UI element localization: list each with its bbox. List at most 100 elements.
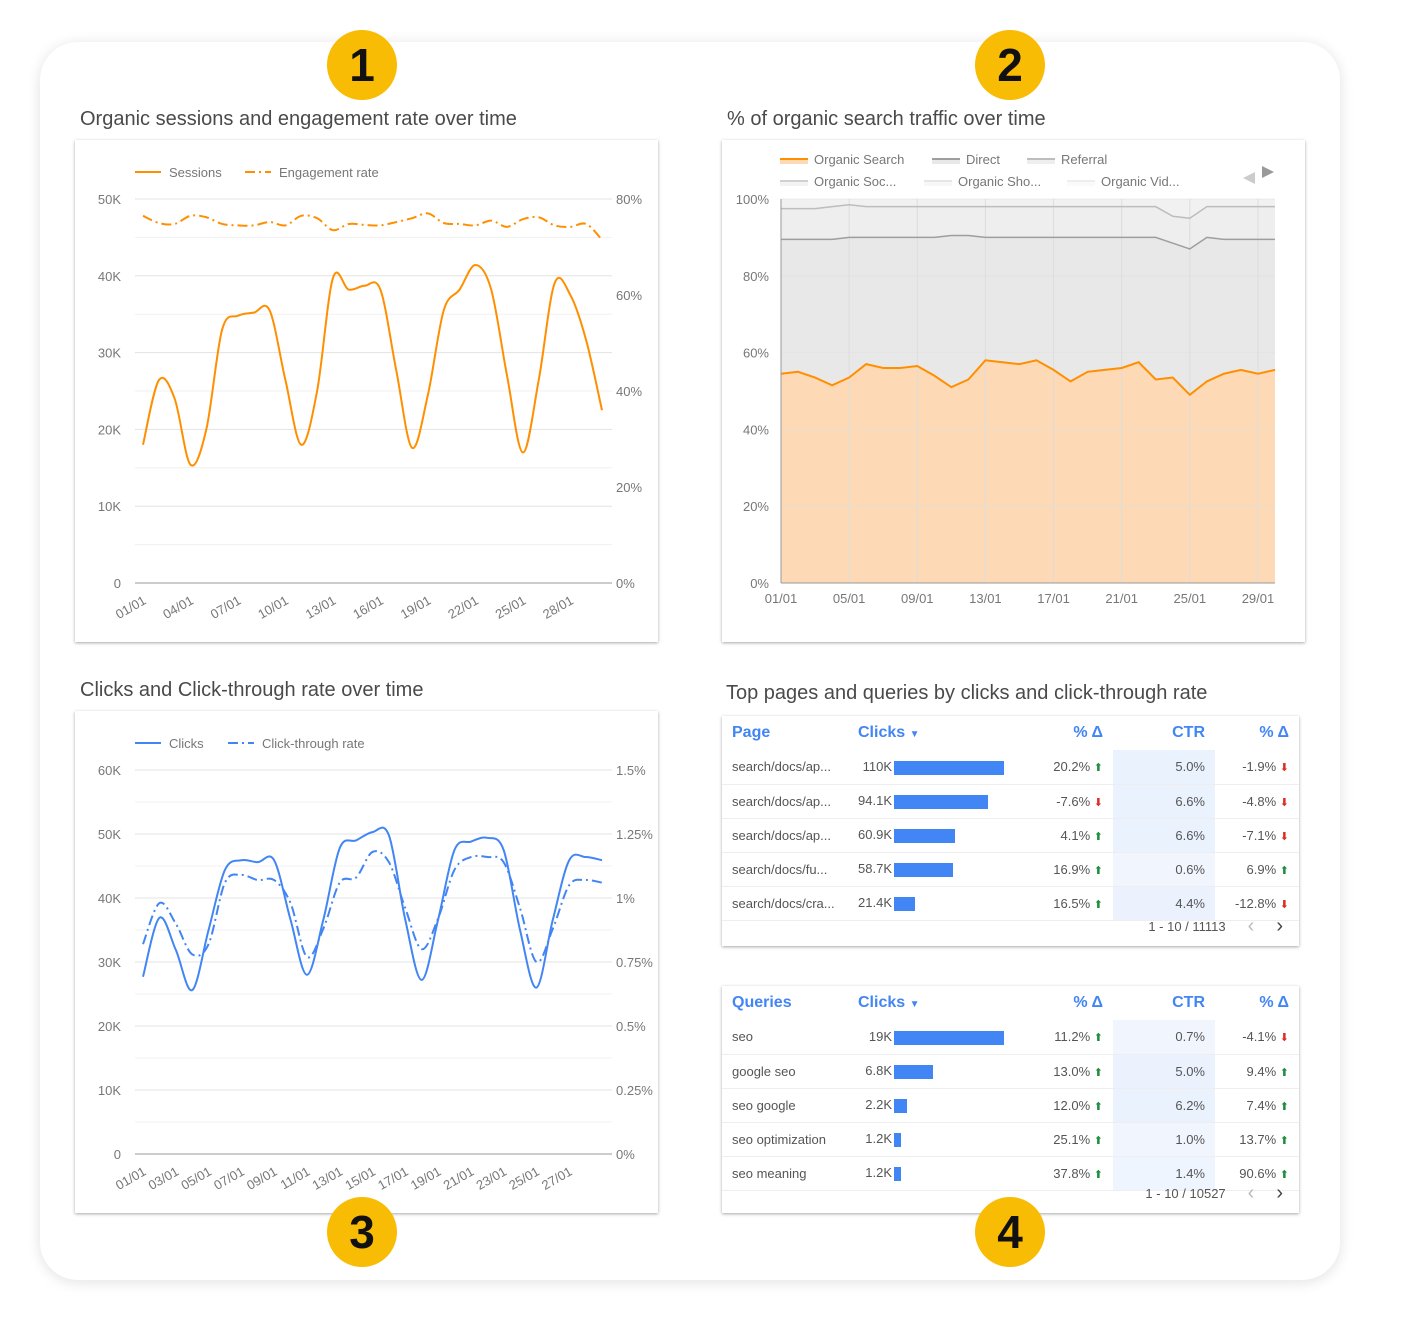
- clicks-bar: [894, 1064, 933, 1079]
- x-tick-label: 19/01: [408, 1164, 444, 1193]
- legend-label: Organic Soc...: [814, 174, 896, 189]
- clicks-bar: [894, 896, 915, 911]
- x-tick-label: 09/01: [901, 591, 934, 606]
- table-row[interactable]: search/docs/fu... 58.7K 16.9% ⬆ 0.6% 6.9…: [722, 852, 1299, 887]
- table-row[interactable]: google seo 6.8K 13.0% ⬆ 5.0% 9.4% ⬆: [722, 1054, 1299, 1089]
- column-header-ctr[interactable]: CTR: [1172, 994, 1205, 1011]
- x-tick-label: 15/01: [342, 1164, 378, 1193]
- arrow-up-icon: ⬆: [1279, 1066, 1289, 1079]
- legend-label: Organic Vid...: [1101, 174, 1180, 189]
- arrow-up-icon: ⬆: [1279, 1134, 1289, 1147]
- column-header-clicks[interactable]: Clicks ▼: [848, 986, 1023, 1020]
- y2-tick-label: 1.25%: [616, 827, 653, 842]
- x-tick-label: 13/01: [303, 593, 339, 622]
- delta-value: 16.5%: [1053, 895, 1091, 911]
- x-tick-label: 16/01: [350, 593, 386, 622]
- delta-value: 9.4%: [1246, 1063, 1277, 1079]
- x-tick-label: 01/01: [113, 1164, 149, 1193]
- delta-value: 7.4%: [1246, 1097, 1277, 1113]
- arrow-up-icon: ⬆: [1093, 830, 1103, 843]
- prev-page-button[interactable]: ‹: [1247, 915, 1255, 937]
- clicks-bar: [894, 794, 988, 809]
- row-ctr: 1.4%: [1113, 1156, 1215, 1191]
- y-tick-label: 30K: [98, 955, 121, 970]
- sort-desc-icon: ▼: [909, 999, 920, 1010]
- column-header-name[interactable]: Page: [732, 724, 771, 741]
- row-name[interactable]: search/docs/ap...: [722, 784, 848, 819]
- column-header-delta[interactable]: % Δ: [1073, 724, 1103, 741]
- pagination-text: 1 - 10 / 10527: [1145, 1186, 1226, 1201]
- row-name[interactable]: seo: [722, 1020, 848, 1055]
- series-line-click-through-rate: [142, 850, 603, 964]
- column-header-ctr-delta[interactable]: % Δ: [1259, 724, 1289, 741]
- y-tick-label: 0: [114, 1147, 121, 1162]
- arrow-up-icon: ⬆: [1279, 864, 1289, 877]
- row-ctr-delta: 90.6% ⬆: [1215, 1156, 1299, 1191]
- column-header-clicks[interactable]: Clicks ▼: [848, 716, 1023, 750]
- sessions-chart: 0 10K 20K 30K 40K 50K 0% 20% 40% 60% 80% 01/01 04/01…: [75, 140, 658, 642]
- column-header-ctr[interactable]: CTR: [1172, 724, 1205, 741]
- row-name[interactable]: seo google: [722, 1088, 848, 1123]
- next-page-button[interactable]: ›: [1276, 1182, 1283, 1204]
- x-tick-label: 04/01: [160, 593, 196, 622]
- row-clicks: 1.2K: [848, 1156, 1023, 1191]
- delta-value: 13.0%: [1053, 1063, 1091, 1079]
- row-name[interactable]: google seo: [722, 1054, 848, 1089]
- clicks-bar: [894, 760, 1004, 775]
- queries-table: Queries Clicks ▼ % Δ CTR % Δ seo 19K 11.…: [722, 986, 1299, 1213]
- row-name[interactable]: search/docs/ap...: [722, 818, 848, 853]
- y2-tick-label: 40%: [616, 384, 642, 399]
- prev-page-button[interactable]: ‹: [1247, 1182, 1255, 1204]
- column-header-delta[interactable]: % Δ: [1073, 994, 1103, 1011]
- table-row[interactable]: seo google 2.2K 12.0% ⬆ 6.2% 7.4% ⬆: [722, 1088, 1299, 1123]
- delta-value: -7.6%: [1056, 793, 1091, 809]
- arrow-up-icon: ⬆: [1093, 1032, 1103, 1045]
- row-ctr-delta: 13.7% ⬆: [1215, 1122, 1299, 1157]
- x-tick-label: 19/01: [398, 593, 434, 622]
- clicks-bar: [894, 1166, 901, 1181]
- table-row[interactable]: search/docs/ap... 60.9K 4.1% ⬆ 6.6% -7.1…: [722, 818, 1299, 853]
- badge-3: 3: [327, 1197, 397, 1267]
- y-tick-label: 20K: [98, 422, 121, 437]
- x-tick-label: 01/01: [765, 591, 798, 606]
- row-name[interactable]: search/docs/cra...: [722, 886, 848, 921]
- arrow-up-icon: ⬆: [1093, 864, 1103, 877]
- badge-4: 4: [975, 1197, 1045, 1267]
- row-ctr-delta: -7.1% ⬇: [1215, 818, 1299, 853]
- table-row[interactable]: search/docs/ap... 94.1K -7.6% ⬇ 6.6% -4.…: [722, 784, 1299, 819]
- y-tick-label: 60%: [743, 346, 769, 361]
- row-name[interactable]: seo meaning: [722, 1156, 848, 1191]
- row-name[interactable]: search/docs/fu...: [722, 852, 848, 887]
- clicks-value: 1.2K: [865, 1131, 892, 1147]
- row-clicks: 6.8K: [848, 1054, 1023, 1089]
- row-ctr: 4.4%: [1113, 886, 1215, 921]
- row-ctr: 0.6%: [1113, 852, 1215, 887]
- arrow-down-icon: ⬇: [1279, 830, 1289, 843]
- table-row[interactable]: search/docs/cra... 21.4K 16.5% ⬆ 4.4% -1…: [722, 886, 1299, 921]
- table-row[interactable]: seo optimization 1.2K 25.1% ⬆ 1.0% 13.7%…: [722, 1122, 1299, 1157]
- clicks-value: 2.2K: [865, 1097, 892, 1113]
- row-ctr-delta: -4.1% ⬇: [1215, 1020, 1299, 1055]
- x-tick-label: 23/01: [473, 1164, 509, 1193]
- row-ctr: 5.0%: [1113, 750, 1215, 785]
- next-page-button[interactable]: ›: [1276, 915, 1283, 937]
- column-header-name[interactable]: Queries: [732, 994, 792, 1011]
- arrow-up-icon: ⬆: [1093, 762, 1103, 775]
- y2-tick-label: 0.5%: [616, 1019, 646, 1034]
- chart-2-title: % of organic search traffic over time: [727, 108, 1046, 130]
- row-name[interactable]: search/docs/ap...: [722, 750, 848, 785]
- y-tick-label: 20K: [98, 1019, 121, 1034]
- pagination-text: 1 - 10 / 11113: [1148, 919, 1226, 934]
- row-clicks: 94.1K: [848, 784, 1023, 819]
- row-name[interactable]: seo optimization: [722, 1122, 848, 1157]
- series-line-organic-search: [780, 359, 1276, 397]
- delta-value: 37.8%: [1053, 1165, 1091, 1181]
- table-row[interactable]: seo meaning 1.2K 37.8% ⬆ 1.4% 90.6% ⬆: [722, 1156, 1299, 1191]
- x-tick-label: 13/01: [310, 1164, 346, 1193]
- series-line-clicks: [142, 826, 603, 992]
- chart-3-title: Clicks and Click-through rate over time: [80, 679, 424, 701]
- table-row[interactable]: search/docs/ap... 110K 20.2% ⬆ 5.0% -1.9…: [722, 750, 1299, 785]
- column-header-ctr-delta[interactable]: % Δ: [1259, 994, 1289, 1011]
- y2-tick-label: 0.75%: [616, 955, 653, 970]
- table-row[interactable]: seo 19K 11.2% ⬆ 0.7% -4.1% ⬇: [722, 1020, 1299, 1055]
